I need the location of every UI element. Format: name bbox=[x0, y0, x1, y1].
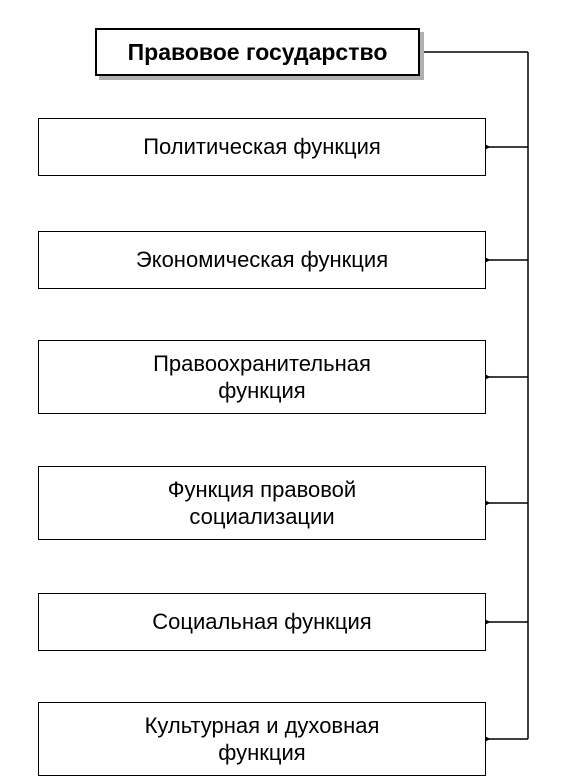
item-box: Экономическая функция bbox=[38, 231, 486, 289]
item-box: Культурная и духовная функция bbox=[38, 702, 486, 776]
item-box: Политическая функция bbox=[38, 118, 486, 176]
item-box: Правоохранительная функция bbox=[38, 340, 486, 414]
diagram-container: Правовое государство Политическая функци… bbox=[0, 0, 572, 778]
item-box: Социальная функция bbox=[38, 593, 486, 651]
item-text: Функция правовой социализации bbox=[168, 476, 356, 531]
item-text: Правоохранительная функция bbox=[153, 350, 371, 405]
item-text: Социальная функция bbox=[152, 608, 371, 636]
item-box: Функция правовой социализации bbox=[38, 466, 486, 540]
item-text: Культурная и духовная функция bbox=[145, 712, 380, 767]
title-box: Правовое государство bbox=[95, 28, 420, 76]
title-text: Правовое государство bbox=[128, 39, 388, 66]
item-text: Политическая функция bbox=[143, 133, 381, 161]
item-text: Экономическая функция bbox=[136, 246, 388, 274]
